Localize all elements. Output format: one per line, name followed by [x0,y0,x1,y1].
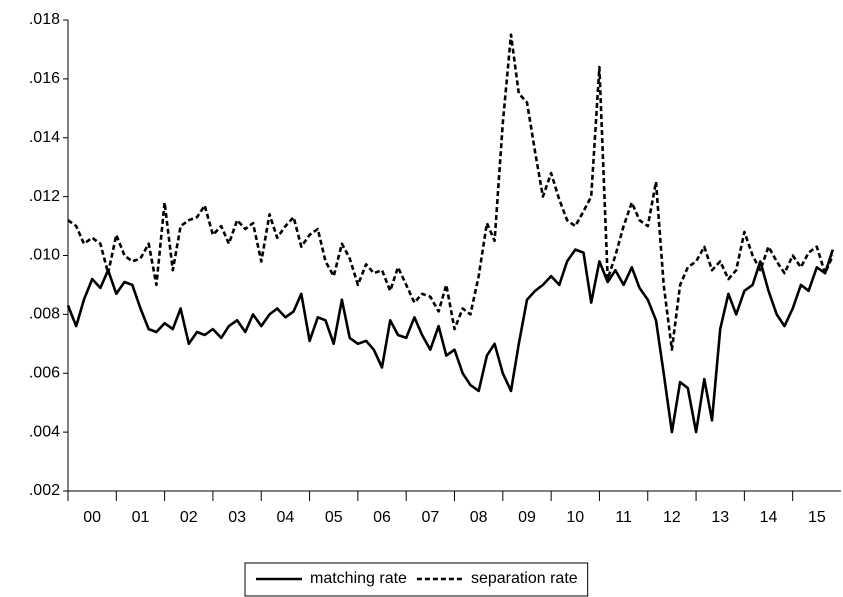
x-tick-label: 05 [325,509,343,526]
y-tick-label: .016 [29,70,60,87]
x-tick-label: 08 [470,509,488,526]
x-tick-label: 14 [760,509,778,526]
x-tick-label: 02 [180,509,198,526]
x-tick-label: 01 [132,509,150,526]
x-tick-label: 13 [711,509,729,526]
y-tick-label: .018 [29,11,60,28]
x-tick-label: 04 [277,509,295,526]
x-tick-label: 07 [421,509,439,526]
legend: matching rate separation rate [244,562,589,597]
y-tick-label: .006 [29,364,60,381]
x-tick-label: 00 [83,509,101,526]
y-tick-label: .014 [29,129,60,146]
x-tick-label: 15 [808,509,826,526]
series-line [66,248,835,434]
y-tick-label: .010 [29,247,60,264]
y-tick-label: .008 [29,306,60,323]
x-tick-label: 12 [663,509,681,526]
legend-label: separation rate [471,570,578,587]
x-tick-label: 10 [566,509,584,526]
y-tick-label: .002 [29,482,60,499]
x-tick-label: 11 [615,509,632,526]
x-tick-label: 09 [518,509,536,526]
y-tick-label: .004 [29,423,60,440]
x-tick-label: 06 [373,509,391,526]
y-tick-label: .012 [29,188,60,205]
legend-box [244,562,589,597]
x-tick-label: 03 [228,509,246,526]
legend-label: matching rate [310,570,407,587]
series-line [67,33,834,351]
